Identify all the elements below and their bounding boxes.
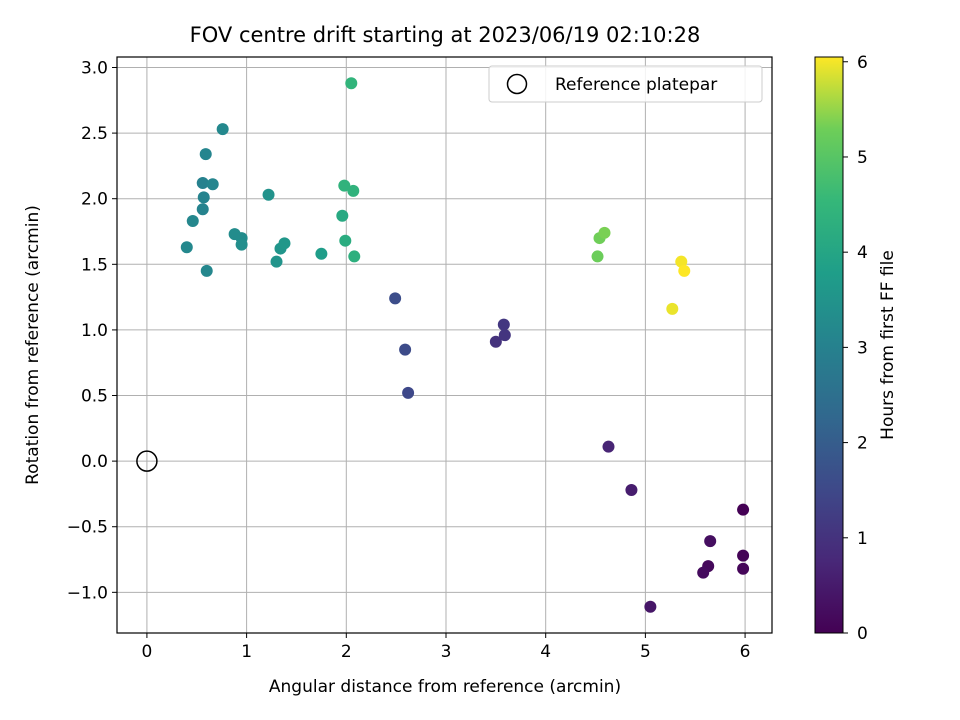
legend-label-reference: Reference platepar [555,75,717,95]
data-point [197,191,210,204]
data-point [737,503,750,516]
colorbar-label: Hours from first FF file [878,250,898,440]
y-tick-label: 2.0 [81,190,108,210]
y-tick-label: 1.0 [81,321,108,341]
data-point [348,250,361,263]
y-axis-label: Rotation from reference (arcmin) [23,205,43,485]
colorbar-tick-label: 4 [857,243,868,263]
x-tick-label: 4 [540,642,551,662]
data-point [625,483,638,496]
x-tick-label: 5 [640,642,651,662]
data-point [402,386,415,399]
y-tick-label: −0.5 [67,518,108,538]
data-point [498,329,511,342]
colorbar-tick-label: 5 [857,148,868,168]
data-point [206,178,219,191]
data-point [262,188,275,201]
legend: Reference platepar [488,65,763,103]
colorbar-gradient [814,56,844,634]
colorbar-tick-label: 1 [857,529,868,549]
data-point [399,343,412,356]
data-point [216,123,229,136]
y-tick-label: −1.0 [67,583,108,603]
x-axis-label: Angular distance from reference (arcmin) [269,677,621,697]
x-tick-label: 6 [740,642,751,662]
x-axis-ticks: 0 1 2 3 4 5 6 [141,633,750,662]
colorbar-ticks: 0 1 2 3 4 5 6 [843,53,868,644]
data-point [591,250,604,263]
data-point [200,264,213,277]
data-point [497,318,510,331]
data-point [737,549,750,562]
data-point [196,203,209,216]
data-point [338,179,351,192]
x-tick-label: 2 [341,642,352,662]
reference-marker-group [136,450,158,472]
colorbar-tick-label: 2 [857,434,868,454]
data-point [180,241,193,254]
data-point [235,238,248,251]
data-point [347,184,360,197]
legend-box [488,65,763,103]
y-tick-label: 3.0 [81,58,108,78]
y-tick-label: 0.0 [81,452,108,472]
data-point [489,335,502,348]
y-axis-ticks: −1.0 −0.5 0.0 0.5 1.0 1.5 2.0 2.5 3.0 [67,58,117,603]
data-point [666,302,679,315]
data-point [644,600,657,613]
data-point [598,226,611,239]
chart-title: FOV centre drift starting at 2023/06/19 … [190,23,701,47]
data-point [186,215,199,228]
colorbar-tick-label: 0 [857,624,868,644]
data-point [737,562,750,575]
x-tick-label: 3 [441,642,452,662]
data-point [278,237,291,250]
data-point [704,535,717,548]
data-point [602,440,615,453]
x-tick-label: 1 [241,642,252,662]
data-point [196,176,209,189]
colorbar-tick-label: 6 [857,53,868,73]
reference-platepar-marker [136,450,158,472]
data-point [315,247,328,260]
y-tick-label: 0.5 [81,387,108,407]
data-points [180,77,750,613]
x-tick-label: 0 [141,642,152,662]
data-point [345,77,358,90]
data-point [697,566,710,579]
y-tick-label: 1.5 [81,255,108,275]
data-point [270,255,283,268]
grid [117,57,772,633]
data-point [675,255,688,268]
colorbar-tick-label: 3 [857,338,868,358]
legend-reference-marker [506,73,528,95]
colorbar: 0 1 2 3 4 5 6 Hours from first FF file [814,53,898,644]
data-point [389,292,402,305]
data-point [199,148,212,161]
plot-frame [116,56,773,634]
data-point [678,264,691,277]
y-tick-label: 2.5 [81,124,108,144]
data-point [339,234,352,247]
data-point [336,209,349,222]
